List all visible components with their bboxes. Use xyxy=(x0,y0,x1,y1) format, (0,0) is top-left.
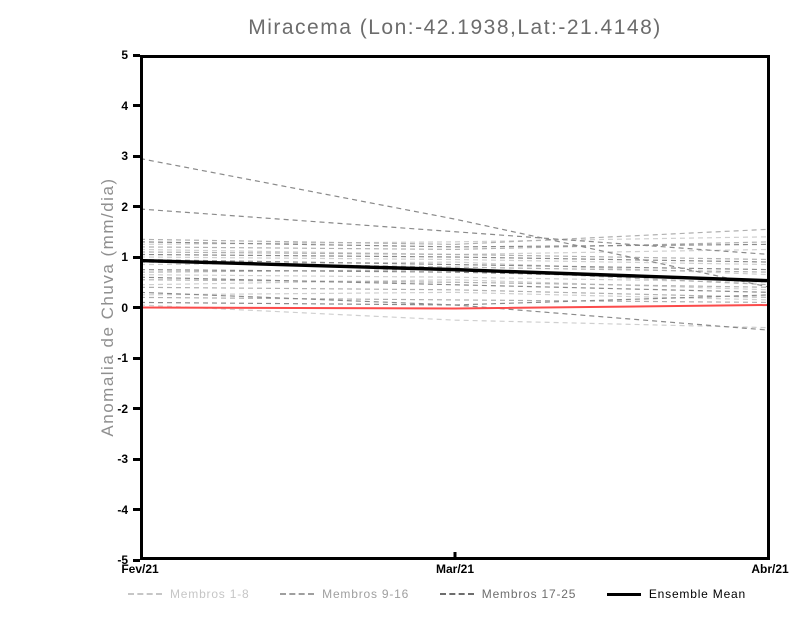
x-tick-label: Fev/21 xyxy=(121,562,159,576)
y-tick-mark xyxy=(133,53,140,57)
legend-label: Membros 1-8 xyxy=(170,587,250,601)
ensemble-member-line xyxy=(140,236,770,245)
ensemble-member-line xyxy=(140,258,770,271)
x-tick-label: Abr/21 xyxy=(751,562,789,576)
chart-title: Miracema (Lon:-42.1938,Lat:-21.4148) xyxy=(248,16,662,39)
y-tick-mark xyxy=(133,255,140,259)
ensemble-member-line xyxy=(140,294,770,306)
ensemble-member-line xyxy=(140,208,770,256)
y-tick-label: -5 xyxy=(117,553,128,567)
ensemble-member-line xyxy=(140,261,770,273)
legend-item: Membros 1-8 xyxy=(128,587,250,601)
y-tick-label: 4 xyxy=(121,98,128,113)
ensemble-member-line xyxy=(140,241,770,251)
y-tick-mark xyxy=(133,104,140,107)
y-tick-mark xyxy=(133,154,140,158)
y-tick-mark xyxy=(133,558,140,562)
legend-label: Membros 17-25 xyxy=(481,587,577,601)
y-tick-mark xyxy=(133,407,140,410)
x-tick-label: Mar/21 xyxy=(435,562,475,576)
y-tick-label: 0 xyxy=(121,300,128,315)
ensemble-member-line xyxy=(140,296,770,304)
plot-area xyxy=(140,157,770,560)
y-tick-label: 1 xyxy=(121,250,128,264)
legend-item: Membros 9-16 xyxy=(280,587,409,601)
ensemble-member-line xyxy=(140,274,770,283)
y-tick-mark xyxy=(133,205,140,208)
ensemble-mean-line xyxy=(140,258,770,283)
zero-anomaly-line xyxy=(140,303,770,310)
y-tick-label: 3 xyxy=(121,149,128,163)
ensemble-member-line xyxy=(140,279,770,291)
ensemble-member-line xyxy=(140,304,770,329)
y-tick-mark xyxy=(133,457,140,461)
y-tick-label: -2 xyxy=(117,401,128,416)
ensemble-member-line xyxy=(140,276,770,293)
legend-item: Membros 17-25 xyxy=(439,587,577,601)
ensemble-member-line xyxy=(140,253,770,263)
ensemble-member-line xyxy=(140,291,770,301)
y-tick-mark xyxy=(133,356,140,360)
legend-label: Ensemble Mean xyxy=(648,587,746,601)
solid-line-swatch-icon xyxy=(606,592,641,596)
ensemble-member-line xyxy=(140,256,770,266)
y-tick-label: -4 xyxy=(117,502,128,517)
ensemble-member-line xyxy=(140,286,770,298)
y-tick-label: 5 xyxy=(121,48,128,62)
ensemble-member-line xyxy=(140,228,770,245)
ensemble-member-line xyxy=(140,157,770,288)
ensemble-member-line xyxy=(140,241,770,248)
y-tick-label: 2 xyxy=(121,199,128,214)
y-tick-mark xyxy=(133,508,140,511)
dashed-line-swatch-icon xyxy=(128,593,162,595)
y-tick-mark xyxy=(133,306,140,309)
dashed-line-swatch-icon xyxy=(439,593,474,595)
dashed-line-swatch-icon xyxy=(280,593,315,595)
ensemble-member-line xyxy=(140,248,770,256)
y-tick-label: -1 xyxy=(117,351,128,365)
ensemble-member-line xyxy=(140,251,770,261)
legend: Membros 1-8 Membros 9-16 Membros 17-25 Ense… xyxy=(128,587,746,601)
legend-item: Ensemble Mean xyxy=(606,587,746,601)
y-tick-label: -3 xyxy=(117,452,128,466)
ensemble-member-line xyxy=(140,279,770,288)
legend-label: Membros 9-16 xyxy=(322,587,410,601)
